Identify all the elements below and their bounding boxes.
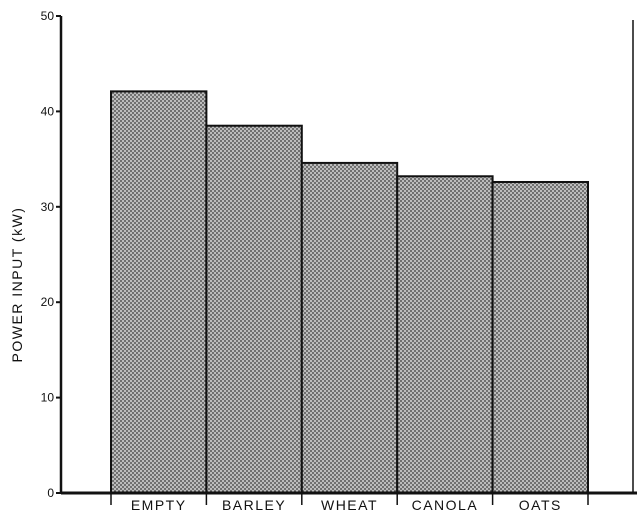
bar-wheat (300, 161, 399, 495)
y-tick-label: 30 (41, 200, 55, 214)
x-category-labels: EMPTY BARLEY WHEAT CANOLA OATS (110, 493, 589, 513)
y-ticks: 0 10 20 30 40 50 (41, 9, 61, 500)
y-axis-title: POWER INPUT (kW) (9, 207, 25, 363)
bar-barley (205, 124, 303, 495)
bar-canola (396, 175, 494, 494)
y-tick-label: 50 (41, 9, 55, 23)
category-label-wheat: WHEAT (321, 497, 378, 513)
axis-layer (59, 16, 637, 495)
category-label-barley: BARLEY (222, 497, 286, 513)
category-label-canola: CANOLA (412, 497, 479, 513)
y-tick-label: 40 (41, 104, 55, 118)
category-label-empty: EMPTY (131, 497, 187, 513)
bars-layer (110, 90, 590, 495)
y-tick-label: 10 (41, 391, 55, 405)
y-tick-label: 0 (47, 486, 54, 500)
category-label-oats: OATS (519, 497, 562, 513)
bar-empty (110, 90, 208, 494)
y-tick-label: 20 (41, 295, 55, 309)
bar-oats (491, 180, 590, 494)
